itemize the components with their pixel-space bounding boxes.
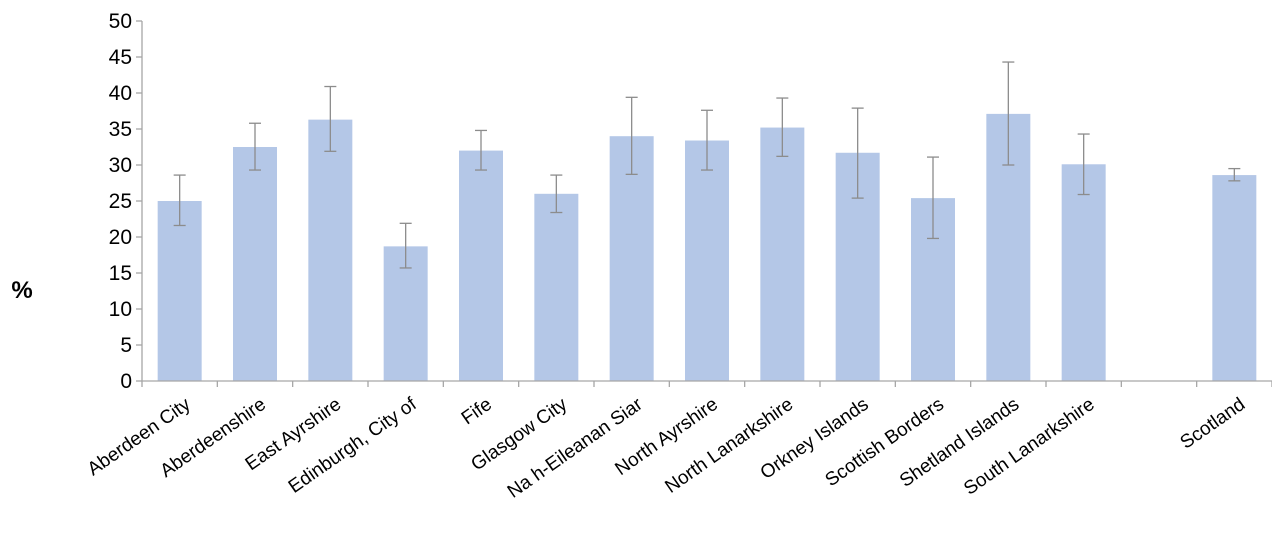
error-bar bbox=[475, 129, 487, 171]
error-bar bbox=[776, 97, 789, 158]
error-bar bbox=[173, 174, 186, 227]
bar bbox=[157, 201, 202, 381]
y-tick-label: 10 bbox=[109, 298, 132, 321]
y-axis: 0 5 10 15 20 25 30 35 40 45 50 bbox=[109, 10, 143, 393]
y-tick-label: 35 bbox=[109, 118, 132, 141]
y-tick-label: 40 bbox=[109, 82, 132, 105]
error-bar bbox=[625, 96, 638, 176]
error-bar bbox=[324, 85, 337, 152]
error-bar bbox=[399, 222, 412, 269]
bar bbox=[233, 147, 277, 381]
error-bar bbox=[1077, 133, 1090, 196]
x-tick-label: Na h-Eileanan Siar bbox=[504, 394, 647, 503]
error-bar bbox=[1002, 61, 1015, 166]
bar bbox=[534, 193, 579, 381]
bar bbox=[609, 136, 654, 381]
bar bbox=[760, 127, 805, 381]
bar bbox=[383, 246, 428, 381]
x-tick-label: Fife bbox=[458, 394, 496, 429]
error-bar bbox=[927, 156, 939, 240]
error-bar bbox=[851, 107, 864, 199]
y-tick-label: 15 bbox=[109, 262, 132, 285]
y-tick-label: 0 bbox=[120, 370, 132, 393]
y-tick-label: 30 bbox=[109, 154, 132, 177]
bars bbox=[157, 113, 1257, 381]
bar bbox=[1061, 164, 1106, 381]
y-tick-label: 20 bbox=[109, 226, 132, 249]
x-tick-label: North Lanarkshire bbox=[661, 394, 797, 498]
y-tick-label: 50 bbox=[109, 10, 132, 33]
y-axis-title: % bbox=[11, 277, 32, 304]
bar bbox=[308, 119, 353, 381]
bar bbox=[685, 140, 729, 381]
error-bar bbox=[249, 122, 261, 171]
bar bbox=[1212, 175, 1257, 381]
x-tick-label: South Lanarkshire bbox=[960, 394, 1098, 500]
y-tick-label: 25 bbox=[109, 190, 132, 213]
error-bar bbox=[701, 109, 713, 171]
bar bbox=[459, 150, 503, 381]
x-tick-label: Scotland bbox=[1177, 394, 1250, 454]
y-tick-label: 45 bbox=[109, 46, 132, 69]
y-tick-label: 5 bbox=[120, 334, 132, 357]
error-bar bbox=[1228, 167, 1241, 182]
error-bars bbox=[173, 61, 1241, 269]
x-tick-label: Edinburgh, City of bbox=[285, 393, 421, 497]
error-bar bbox=[550, 174, 563, 214]
